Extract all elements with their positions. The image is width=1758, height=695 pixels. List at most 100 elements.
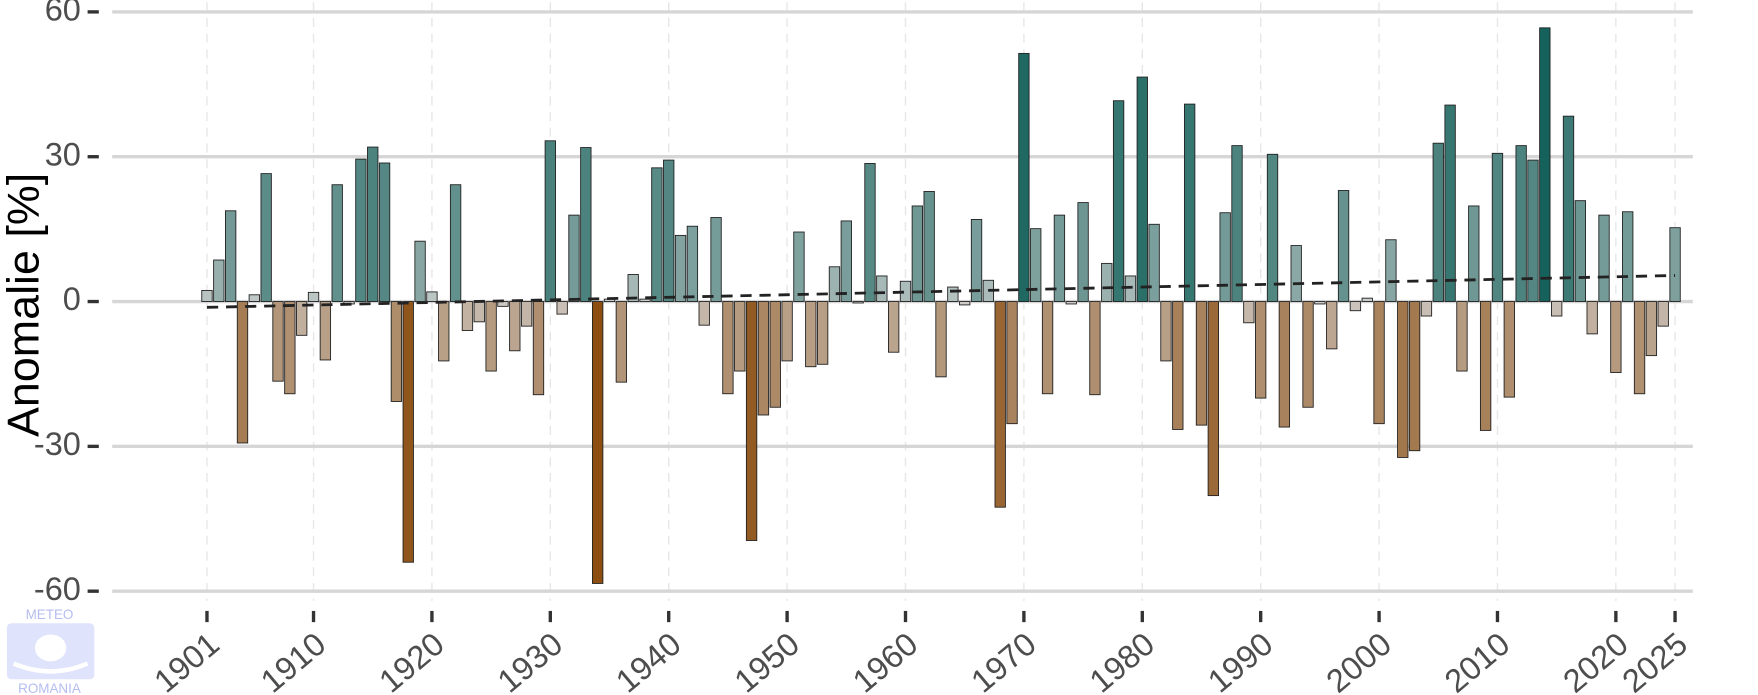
bar (1349, 301, 1362, 312)
bar (923, 191, 935, 302)
bar (1172, 301, 1184, 430)
bar (1112, 100, 1125, 302)
bar (888, 301, 900, 353)
bar (1030, 228, 1042, 302)
x-tick-label: 1901 (147, 626, 226, 695)
bar (734, 301, 746, 372)
bar (686, 225, 699, 302)
bar (224, 210, 237, 302)
bar (1479, 301, 1492, 431)
bar (935, 301, 947, 378)
bar (840, 220, 852, 302)
bar (722, 301, 734, 395)
bar (1101, 262, 1113, 302)
x-tick-label: 1910 (254, 626, 333, 695)
bar (1183, 103, 1196, 302)
bar (1255, 301, 1267, 399)
bar (615, 301, 628, 383)
bar (1207, 301, 1219, 497)
bar (1598, 214, 1610, 302)
y-tick-label: 60 (45, 0, 81, 27)
bar (1219, 212, 1231, 302)
bar (331, 184, 343, 302)
y-tick-label: 30 (45, 136, 81, 172)
bar (544, 140, 556, 302)
bar (1444, 104, 1456, 302)
trend-line (206, 274, 1676, 309)
bar (556, 301, 568, 315)
bar (473, 301, 485, 323)
x-tick-label: 1940 (609, 626, 688, 695)
bar (284, 301, 296, 395)
bar (1065, 301, 1077, 305)
bar (805, 301, 817, 368)
bar (757, 301, 770, 416)
bar (1195, 301, 1208, 426)
bar (426, 291, 438, 302)
bar (390, 301, 403, 402)
bar (1456, 301, 1468, 372)
x-tick-label: 2000 (1320, 626, 1399, 695)
bar (1491, 152, 1504, 302)
bar (816, 301, 829, 365)
bar (994, 301, 1006, 508)
bar (355, 158, 367, 302)
bar (1160, 301, 1172, 362)
bar (1018, 52, 1030, 302)
y-tick-label: -30 (34, 426, 81, 462)
bar (959, 301, 971, 306)
bar (627, 274, 639, 302)
bar (1657, 301, 1669, 327)
bar (1468, 205, 1480, 302)
bar (769, 301, 781, 408)
bar (651, 167, 663, 302)
bar (828, 266, 841, 302)
bar (438, 301, 450, 362)
bar (1089, 301, 1101, 396)
bar (1361, 297, 1373, 302)
logo-top: METEO (26, 607, 74, 622)
bar (485, 301, 497, 372)
bar (402, 301, 414, 563)
bar (296, 301, 308, 336)
x-tick-label: 2020 (1556, 626, 1635, 695)
bar (1397, 301, 1409, 458)
logo-sun (34, 634, 67, 662)
bar (663, 159, 675, 302)
bar (1515, 145, 1527, 302)
bar (698, 301, 710, 326)
y-tick-label: 0 (63, 281, 81, 317)
x-tick-label: 2025 (1616, 626, 1695, 695)
bar (793, 231, 805, 302)
bar (1527, 159, 1539, 302)
bar (532, 301, 545, 396)
bar (1231, 145, 1243, 302)
bar (1290, 245, 1302, 302)
bar (1622, 211, 1634, 302)
bar (319, 301, 332, 361)
bar (1669, 227, 1681, 302)
y-tick-label: -60 (34, 571, 81, 607)
bar (864, 163, 876, 302)
x-tick-label: 1920 (372, 626, 451, 695)
bar (1148, 223, 1160, 302)
bar (1006, 301, 1018, 425)
bar (970, 219, 983, 302)
bar (1266, 153, 1279, 302)
bar (911, 205, 923, 302)
bar (272, 301, 284, 382)
x-tick-label: 1950 (728, 626, 807, 695)
bar (367, 146, 379, 302)
bar (1503, 301, 1515, 398)
bar (592, 301, 604, 584)
bar (568, 214, 580, 302)
bar (1314, 301, 1326, 305)
x-tick-label: 2010 (1438, 626, 1517, 695)
bar (1302, 301, 1314, 408)
bar (710, 217, 722, 302)
bar (248, 294, 260, 302)
bar (1243, 301, 1255, 324)
bar (580, 147, 592, 302)
x-tick-label: 1960 (846, 626, 925, 695)
bar (213, 259, 225, 302)
